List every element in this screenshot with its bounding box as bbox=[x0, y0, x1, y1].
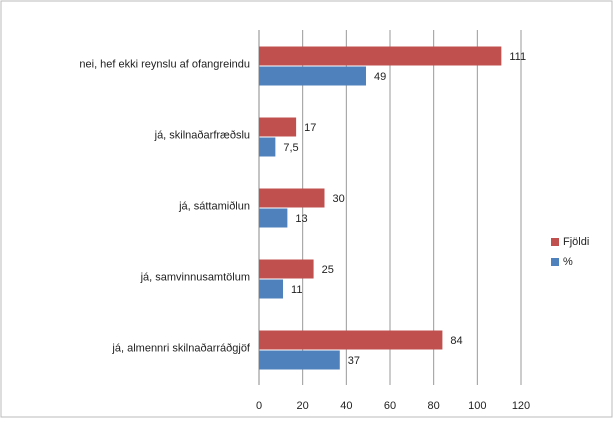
bar bbox=[259, 46, 502, 66]
bar bbox=[259, 66, 366, 86]
x-tick-label: 0 bbox=[256, 400, 262, 412]
data-label: 37 bbox=[348, 355, 360, 367]
y-tick-label: já, samvinnusamtölum bbox=[140, 271, 250, 283]
data-label: 84 bbox=[450, 335, 462, 347]
legend-swatch bbox=[551, 238, 559, 246]
data-label: 13 bbox=[295, 213, 307, 225]
y-tick-label: nei, hef ekki reynslu af ofangreindu bbox=[79, 58, 250, 70]
bar bbox=[259, 259, 314, 279]
data-label: 49 bbox=[374, 71, 386, 83]
legend-label: % bbox=[563, 256, 573, 268]
x-tick-label: 60 bbox=[384, 400, 396, 412]
bar bbox=[259, 330, 443, 350]
bar bbox=[259, 137, 276, 157]
data-label: 7,5 bbox=[283, 142, 298, 154]
x-tick-label: 80 bbox=[428, 400, 440, 412]
x-tick-label: 20 bbox=[297, 400, 309, 412]
bar bbox=[259, 188, 325, 208]
bar bbox=[259, 208, 288, 228]
y-tick-label: já, almennri skilnaðarráðgjöf bbox=[111, 342, 251, 354]
bar bbox=[259, 350, 340, 370]
data-label: 25 bbox=[322, 264, 334, 276]
legend-label: Fjöldi bbox=[563, 236, 589, 248]
data-label: 111 bbox=[509, 51, 526, 63]
y-tick-label: já, skilnaðarfræðslu bbox=[154, 129, 250, 141]
x-tick-label: 100 bbox=[468, 400, 486, 412]
x-tick-label: 40 bbox=[340, 400, 352, 412]
data-label: 11 bbox=[291, 284, 302, 296]
bar bbox=[259, 279, 284, 299]
y-tick-label: já, sáttamiðlun bbox=[178, 200, 250, 212]
data-label: 30 bbox=[333, 193, 345, 205]
bar bbox=[259, 117, 297, 137]
data-label: 17 bbox=[304, 122, 316, 134]
legend-swatch bbox=[551, 258, 559, 266]
x-tick-label: 120 bbox=[512, 400, 530, 412]
